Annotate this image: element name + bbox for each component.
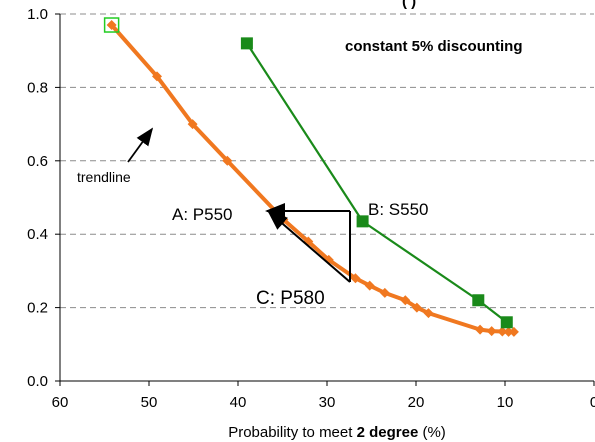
data-point [364, 280, 375, 291]
data-point [472, 294, 485, 307]
y-tick-label: 0.0 [27, 373, 48, 390]
partial-title: ( ) [402, 0, 416, 10]
data-point [423, 308, 434, 319]
x-tick-label: 30 [319, 394, 336, 411]
data-point [503, 326, 514, 337]
highlight-box [103, 17, 120, 33]
x-tick-label: 20 [408, 394, 425, 411]
x-tick-label: 40 [230, 394, 247, 411]
x-axis-label-suffix: (%) [418, 424, 446, 441]
data-point [486, 326, 497, 337]
data-point [356, 215, 369, 228]
annotation-point-b: B: S550 [368, 200, 429, 219]
x-axis-label-bold: 2 degree [357, 424, 419, 441]
data-point [400, 295, 411, 306]
annotation-arrows [127, 127, 351, 283]
data-point [475, 324, 486, 335]
axes [55, 13, 595, 386]
y-tick-label: 1.0 [27, 6, 48, 23]
x-axis-label: Probability to meet 2 degree (%) [228, 424, 446, 441]
annotation-constant-discounting: constant 5% discounting [345, 38, 523, 55]
data-point [187, 119, 198, 130]
y-tick-label: 0.4 [27, 226, 48, 243]
x-tick-label: 10 [497, 394, 514, 411]
data-point [222, 155, 233, 166]
x-axis-label-prefix: Probability to meet [228, 424, 356, 441]
data-point [497, 326, 508, 337]
series-line-1 [110, 23, 514, 334]
data-point [411, 302, 422, 313]
y-tick-labels: 0.0 0.2 0.4 0.6 0.8 1.0 [27, 6, 48, 390]
data-point [240, 37, 253, 50]
data-point [106, 20, 117, 31]
x-tick-label: 0 [590, 394, 595, 411]
annotation-point-c: C: P580 [256, 288, 325, 309]
y-tick-label: 0.6 [27, 153, 48, 170]
annotation-point-a: A: P550 [172, 205, 233, 224]
x-tick-label: 60 [52, 394, 69, 411]
gridlines [60, 13, 594, 309]
data-point [379, 287, 390, 298]
data-point [508, 326, 519, 337]
arrow-c-to-a [267, 210, 351, 283]
trendline-arrow [127, 127, 154, 163]
data-point [500, 316, 513, 329]
annotation-trendline: trendline [77, 169, 131, 185]
x-tick-labels: 60 50 40 30 20 10 0 [52, 394, 595, 411]
y-tick-label: 0.8 [27, 79, 48, 96]
data-point [152, 71, 163, 82]
data-point [350, 273, 361, 284]
x-tick-label: 50 [141, 394, 158, 411]
series-line-2 [245, 42, 508, 324]
y-tick-label: 0.2 [27, 300, 48, 317]
